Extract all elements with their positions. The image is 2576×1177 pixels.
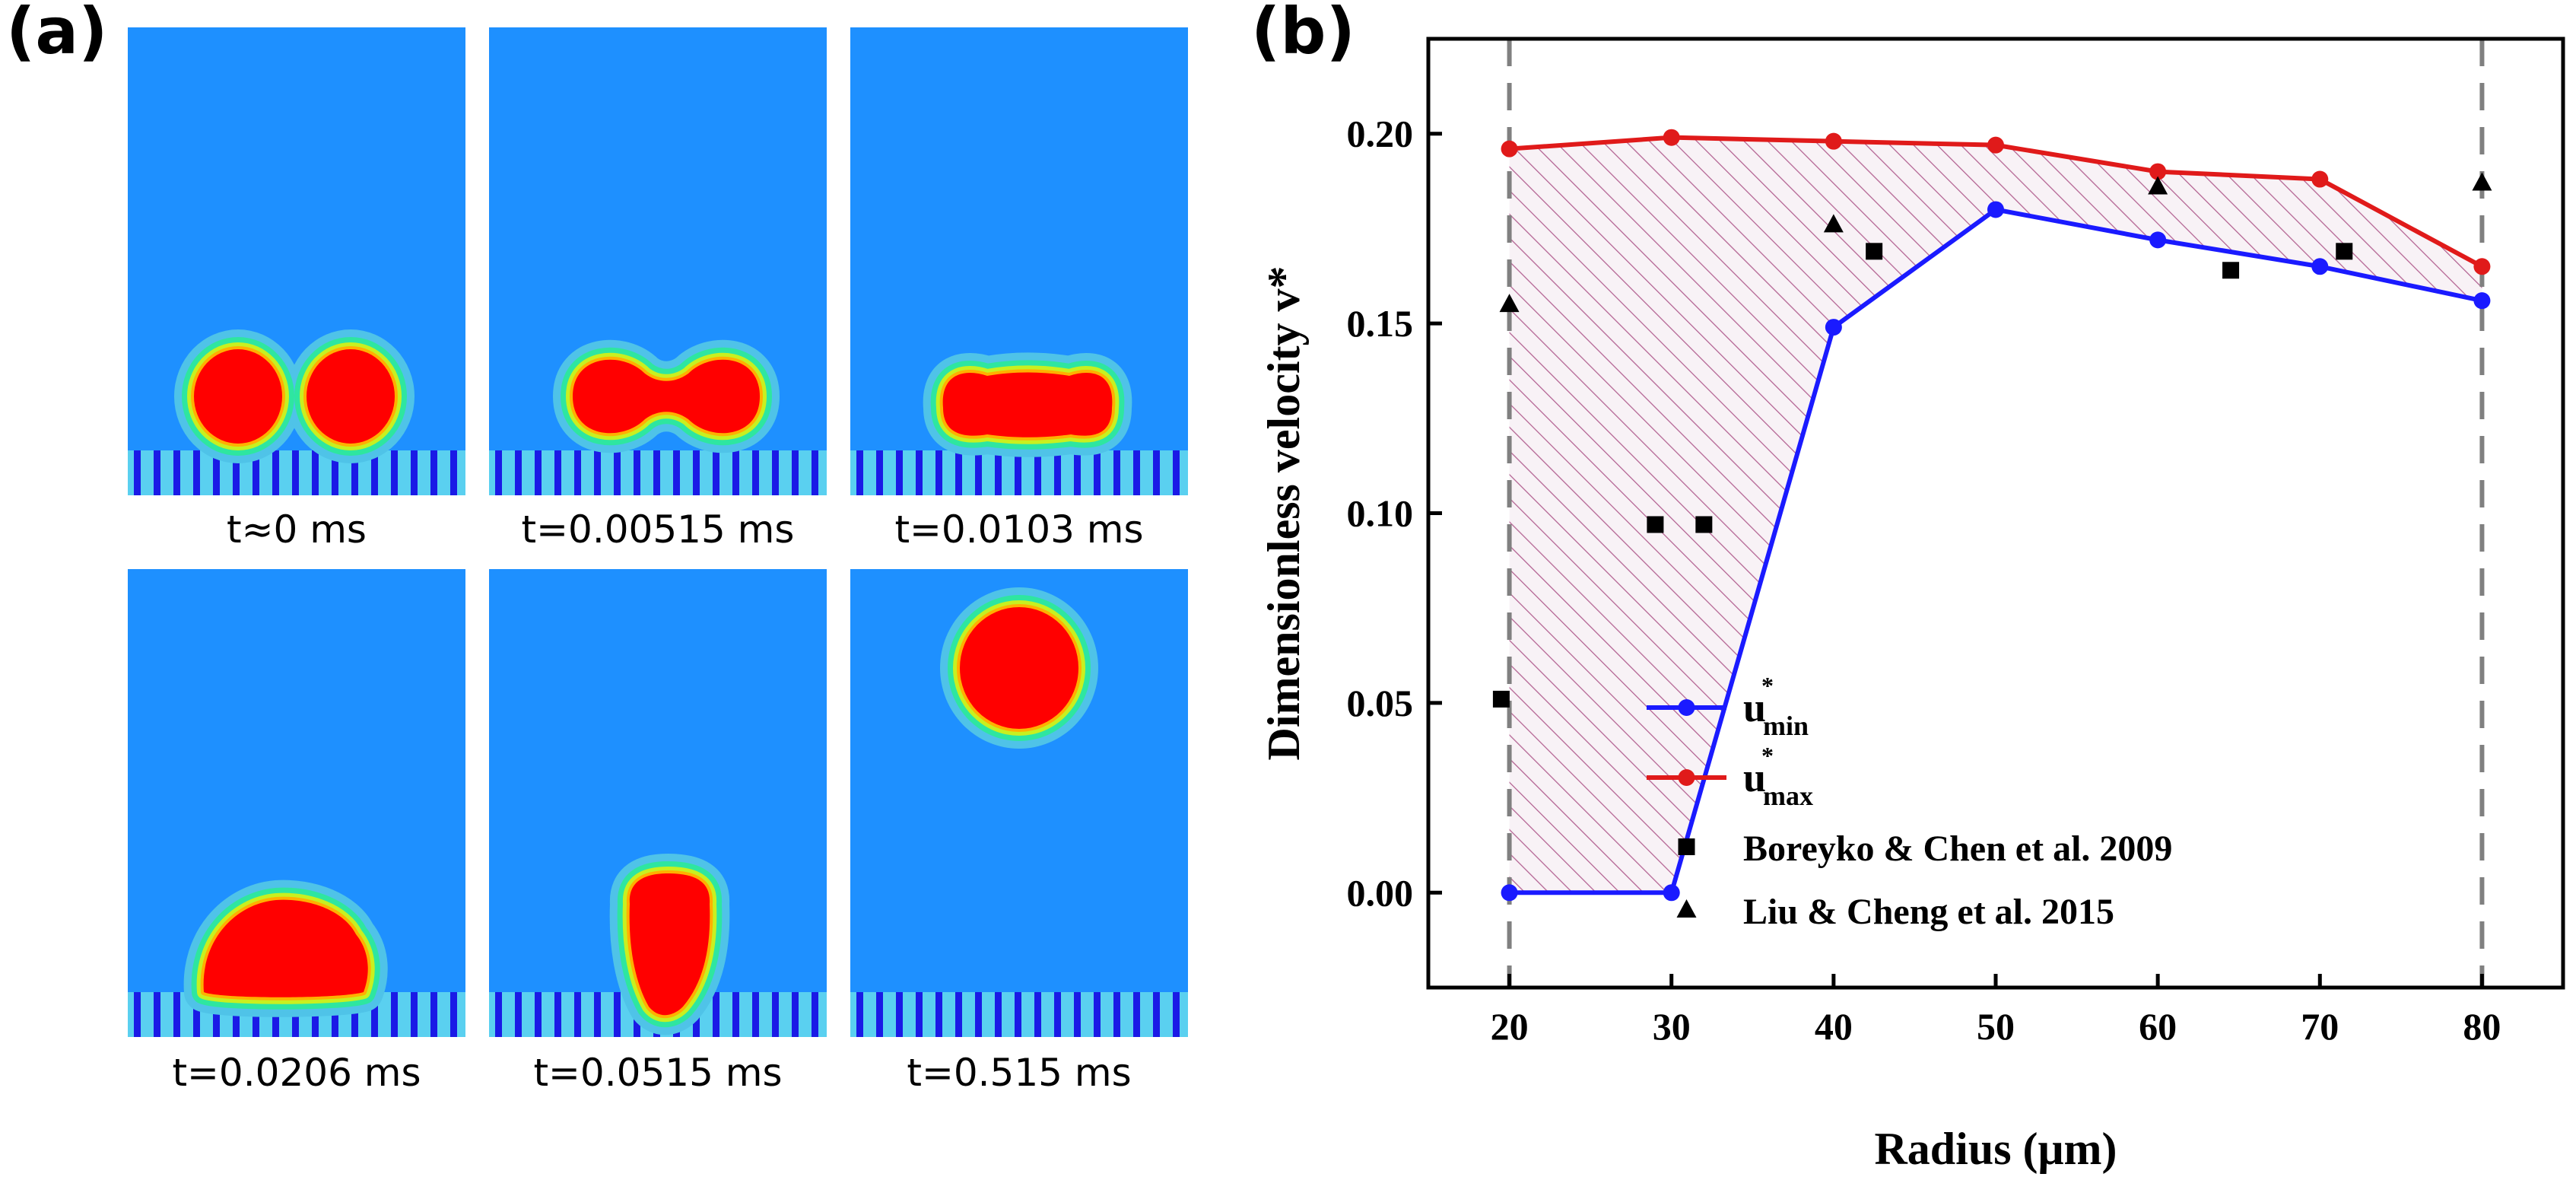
x-axis-label: Radius (μm) (1874, 1124, 2117, 1174)
legend-label: u* max (1743, 742, 1813, 811)
panel-a-label: (a) (6, 0, 108, 68)
y-tick-label: 0.15 (1347, 302, 1414, 345)
y-tick-label: 0.20 (1347, 113, 1414, 155)
legend-marker (1678, 769, 1695, 786)
series-point (2311, 170, 2329, 188)
x-tick-label: 60 (2139, 1005, 2177, 1048)
droplet (940, 587, 1098, 749)
droplet (553, 339, 780, 453)
liu-point (2472, 172, 2492, 191)
frame-caption: t=0.0515 ms (533, 1051, 783, 1095)
boreyko-point (2336, 243, 2353, 260)
frame-caption: t≈0 ms (227, 507, 367, 552)
series-point (1825, 132, 1842, 150)
x-tick-label: 20 (1491, 1005, 1529, 1048)
substrate-pillars (850, 992, 1188, 1037)
x-tick-label: 40 (1815, 1005, 1853, 1048)
liu-point (2148, 176, 2168, 195)
substrate-pillars (489, 450, 827, 495)
series-point (1825, 319, 1842, 336)
x-tick-label: 30 (1653, 1005, 1691, 1048)
series-point (2473, 258, 2491, 275)
shaded-range-tint (1509, 137, 2482, 893)
simulation-frame (128, 569, 465, 1037)
series-point (1987, 201, 2004, 218)
series-point (2149, 231, 2167, 249)
droplet (174, 329, 415, 463)
series-point (2473, 292, 2491, 310)
frame-caption: t=0.0103 ms (894, 507, 1144, 552)
series-point (2149, 163, 2167, 180)
frame-caption: t=0.0206 ms (172, 1051, 421, 1095)
simulation-frame (489, 27, 827, 495)
boreyko-point (1866, 243, 1883, 260)
droplet (923, 352, 1132, 457)
simulation-frame (850, 569, 1188, 1037)
series-point (2311, 258, 2329, 275)
liu-point (1823, 214, 1844, 233)
substrate-pillars (850, 450, 1188, 495)
frame-caption: t=0.00515 ms (521, 507, 795, 552)
series-point (1663, 884, 1680, 902)
legend-square-marker (1678, 838, 1695, 855)
liu-point (1499, 294, 1520, 313)
boreyko-point (1647, 516, 1664, 533)
legend-triangle-marker (1676, 899, 1697, 918)
panel-b-label: (b) (1251, 0, 1355, 68)
legend-label: Liu & Cheng et al. 2015 (1743, 892, 2114, 932)
droplet (609, 854, 730, 1035)
y-axis-label: Dimensionless velocity v* (1259, 266, 1309, 761)
series-point (1663, 129, 1680, 146)
legend-label: u* min (1743, 672, 1809, 741)
boreyko-point (1695, 516, 1713, 533)
y-tick-label: 0.00 (1347, 871, 1414, 914)
shaded-range (1509, 137, 2482, 893)
droplet (183, 880, 388, 1017)
x-tick-label: 70 (2301, 1005, 2339, 1048)
x-tick-label: 80 (2463, 1005, 2501, 1048)
simulation-frame (850, 27, 1188, 495)
series-point (1987, 136, 2004, 154)
series-point (1501, 884, 1518, 902)
y-tick-label: 0.10 (1347, 492, 1414, 535)
legend-label: Boreyko & Chen et al. 2009 (1743, 829, 2172, 869)
simulation-frame (128, 27, 465, 495)
boreyko-point (2222, 262, 2240, 279)
substrate-pillars (128, 450, 465, 495)
y-tick-label: 0.05 (1347, 682, 1414, 724)
legend-marker (1678, 699, 1695, 716)
series-point (1501, 140, 1518, 157)
velocity-chart: 20 30 40 50 60 70 80 0.00 0.05 0.10 0.15 0.20 Radius… (1259, 37, 2565, 1174)
frame-caption: t=0.515 ms (907, 1051, 1132, 1095)
x-tick-label: 50 (1977, 1005, 2015, 1048)
boreyko-point (1492, 690, 1510, 708)
simulation-frame (489, 569, 827, 1037)
